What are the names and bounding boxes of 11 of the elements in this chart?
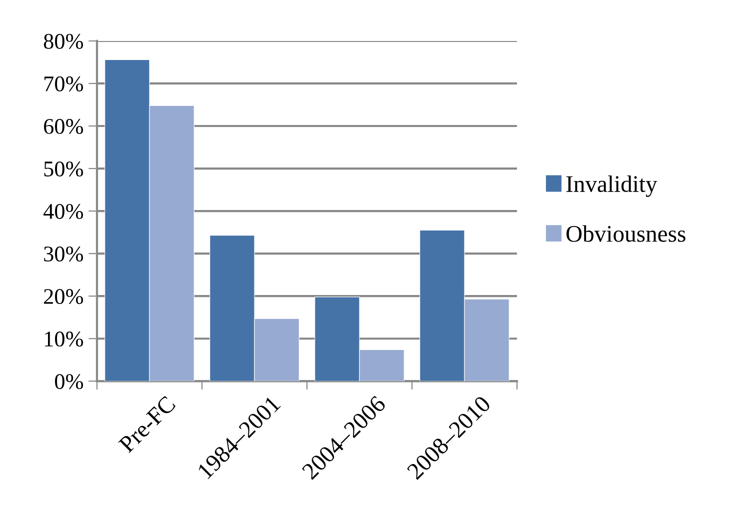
legend-label: Obviousness [566,225,686,242]
y-tick-label: 40% [43,204,84,220]
y-tick-label: 50% [44,161,84,177]
y-tick-label: 70% [44,76,84,92]
y-tick-label: 60% [44,118,84,134]
legend-label: Invalidity [566,175,658,197]
y-tick-label: 30% [44,246,84,262]
y-tick-label: 20% [44,289,84,304]
y-tick-label: 10% [45,332,84,347]
y-tick-label: 0% [55,374,84,390]
y-tick-label: 80% [44,34,84,49]
